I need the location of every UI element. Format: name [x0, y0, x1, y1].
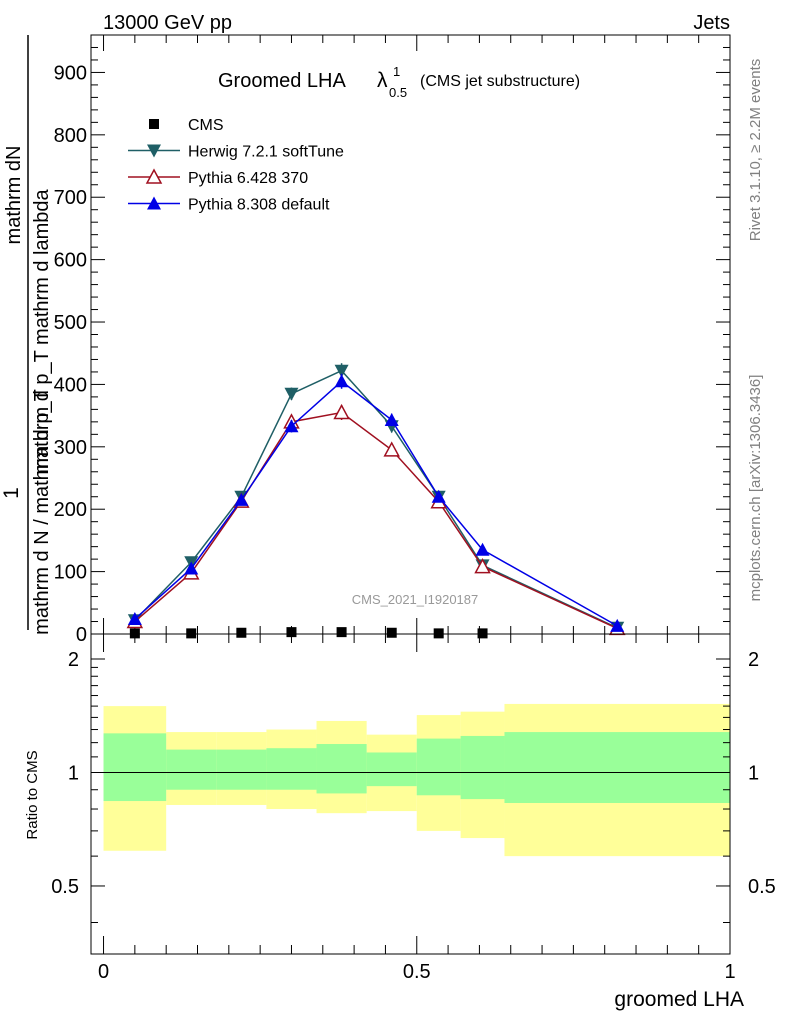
ratio-y-tick-label-right: 1: [748, 762, 759, 784]
chart-title: Groomed LHA λ 1 0.5 (CMS jet substructur…: [218, 64, 580, 100]
data-point: [384, 412, 399, 426]
data-point: [610, 618, 625, 632]
x-tick-label: 0: [98, 961, 109, 983]
data-point: [474, 558, 491, 574]
main-series: [126, 363, 626, 639]
data-point: [431, 489, 446, 503]
data-point: [284, 387, 299, 401]
rivet-label: Rivet 3.1.10, ≥ 2.2M events: [747, 59, 764, 242]
header-right: Jets: [693, 12, 730, 34]
ylabel-denominator-left: mathrm d N / mathrm d p_T: [31, 389, 53, 635]
y-tick-label: 300: [54, 437, 87, 459]
legend-label: Herwig 7.2.1 softTune: [188, 144, 344, 161]
ratio-frame: [90, 633, 731, 955]
data-point: [234, 492, 249, 506]
series-pythia8: [127, 373, 625, 632]
ylabel-one: 1: [0, 487, 23, 499]
ratio-y-tick-label-right: 2: [748, 649, 759, 671]
ratio-axis-ticks: 0.5 0.5 1 1 2 2: [51, 634, 776, 954]
legend: CMS Herwig 7.2.1 softTune Pythia 6.428 370…: [128, 117, 344, 214]
legend-marker: [145, 168, 163, 184]
data-point: [334, 364, 349, 378]
x-tick-label: 1: [724, 961, 735, 983]
y-tick-label: 400: [54, 374, 87, 396]
band-inner: [366, 752, 417, 787]
data-point: [336, 627, 347, 638]
band-inner: [103, 733, 167, 802]
band-inner: [316, 744, 367, 794]
chart-subtitle: (CMS jet substructure): [420, 73, 580, 90]
y-tick-label: 600: [54, 250, 87, 272]
y-tick-label: 500: [54, 312, 87, 334]
chart-title-symbol: λ: [377, 69, 388, 92]
data-point: [284, 419, 299, 433]
ratio-bands: [91, 703, 730, 857]
data-point: [334, 374, 349, 388]
data-point: [386, 627, 397, 638]
band-inner: [504, 732, 730, 803]
ylabel-numerator: mathrm dN: [3, 146, 25, 245]
chart-title-subscript: 0.5: [389, 85, 407, 100]
ylabel-denominator-right: mathrm d p_T mathrm d lambda: [31, 188, 53, 474]
y-axis-label: 1 mathrm dN mathrm d p_T mathrm d lambda…: [0, 35, 53, 635]
mcplots-label: mcplots.cern.ch [arXiv:1306.3436]: [747, 375, 764, 602]
series-line: [134, 380, 618, 627]
y-tick-label: 0: [76, 624, 87, 646]
band-inner: [216, 749, 267, 790]
data-point: [477, 628, 488, 639]
ratio-y-tick-label: 1: [68, 762, 79, 784]
ratio-y-tick-label-right: 0.5: [748, 876, 776, 898]
y-tick-label: 800: [54, 125, 87, 147]
band-inner: [166, 749, 217, 790]
band-inner: [460, 735, 505, 800]
y-tick-label: 100: [54, 562, 87, 584]
main-frame: [90, 34, 731, 635]
header-left: 13000 GeV pp: [103, 12, 232, 34]
chart-title-superscript: 1: [393, 64, 400, 79]
legend-label: Pythia 6.428 370: [188, 170, 308, 187]
legend-marker: [147, 196, 161, 210]
data-point: [236, 627, 247, 638]
data-point: [286, 627, 297, 638]
ratio-panel: 0.5 0.5 1 1 2 2 Ratio to CMS: [24, 633, 776, 955]
main-panel: 0 100 200 300 400 500 600 700 800 900 Groomed LHA…: [0, 34, 731, 646]
legend-marker: [147, 144, 161, 158]
ratio-y-tick-label: 2: [68, 649, 79, 671]
chart-title-text: Groomed LHA: [218, 70, 346, 92]
legend-marker: [149, 119, 159, 129]
data-point: [186, 628, 197, 639]
data-point: [184, 561, 199, 575]
ratio-ylabel: Ratio to CMS: [24, 750, 41, 839]
data-point: [129, 628, 140, 639]
series-cms: [129, 627, 488, 639]
band-inner: [266, 748, 317, 790]
data-point: [475, 542, 490, 556]
legend-label: Pythia 8.308 default: [188, 197, 330, 214]
y-tick-label: 200: [54, 499, 87, 521]
analysis-watermark: CMS_2021_I1920187: [352, 592, 479, 607]
data-point: [127, 612, 142, 626]
y-tick-label: 700: [54, 187, 87, 209]
legend-label: CMS: [188, 117, 224, 134]
data-point: [433, 628, 444, 639]
x-axis-label: groomed LHA: [614, 988, 744, 1011]
band-inner: [416, 738, 461, 796]
series-line: [134, 369, 618, 629]
data-point: [383, 441, 400, 457]
ratio-y-tick-label: 0.5: [51, 876, 79, 898]
data-point: [333, 403, 350, 420]
y-tick-label: 900: [54, 62, 87, 84]
x-axis-tick-labels: 0 0.5 1: [98, 961, 736, 983]
x-tick-label: 0.5: [403, 961, 431, 983]
